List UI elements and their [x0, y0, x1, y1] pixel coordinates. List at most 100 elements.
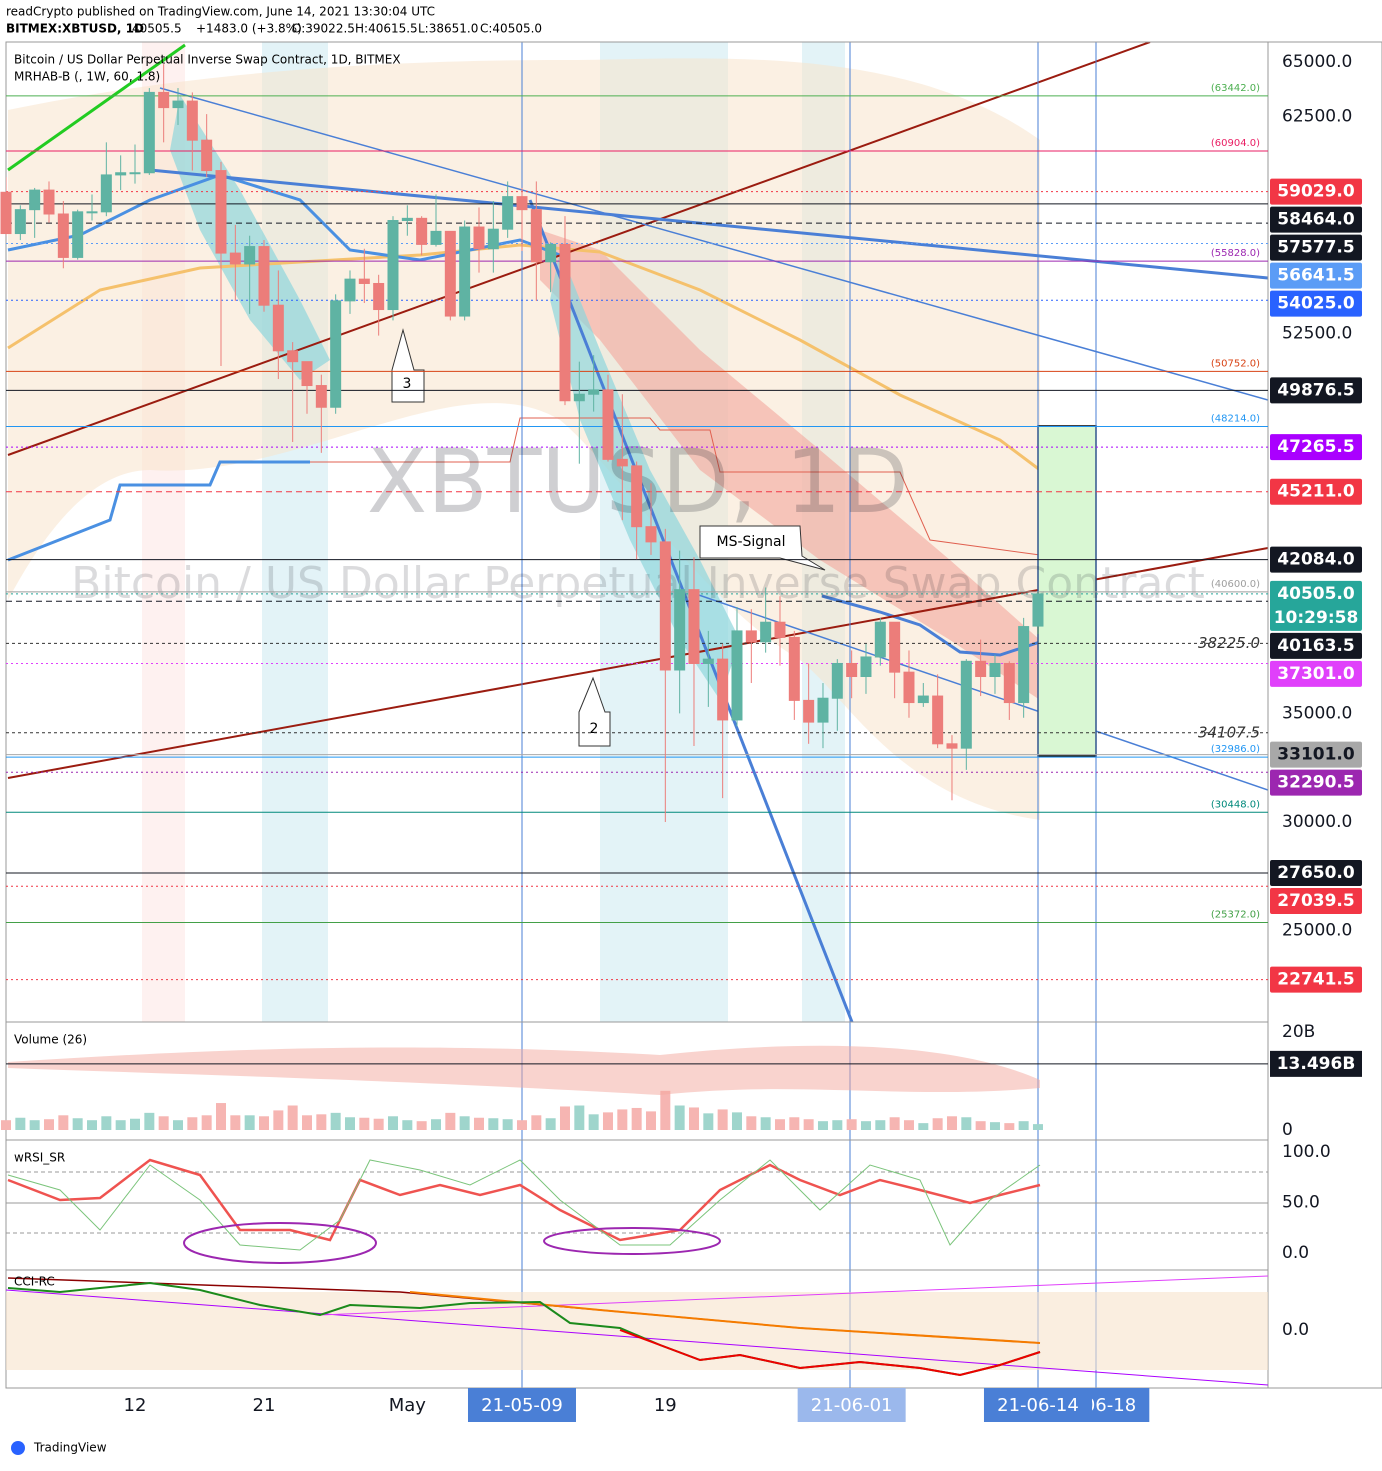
price-tag	[1270, 290, 1362, 317]
candle-body	[932, 695, 944, 745]
logo	[11, 1441, 25, 1455]
legend: MRHAB-B (, 1W, 60, 1.8)	[14, 70, 160, 84]
candle-body	[860, 656, 872, 678]
candle-body	[975, 660, 987, 678]
price-tag-label: 54025.0	[1277, 294, 1355, 314]
change: +1483.0 (+3.8%)	[196, 22, 302, 36]
candle-body	[100, 174, 112, 213]
candle-body	[358, 278, 370, 284]
price-tag-label: 37301.0	[1277, 664, 1355, 684]
candle-body	[674, 589, 686, 671]
rsi-lines	[6, 1158, 1268, 1264]
volume-bar	[574, 1105, 585, 1130]
volume-bar	[631, 1107, 642, 1130]
pane-title: wRSI_SR	[14, 1151, 65, 1165]
price-tag-label: 45211.0	[1277, 482, 1355, 502]
candle-body	[760, 621, 772, 643]
level-label: (48214.0)	[1211, 413, 1260, 424]
price-tag-label: 40163.5	[1277, 636, 1354, 656]
candle-body	[473, 226, 485, 250]
price-tag-label: 32290.5	[1277, 773, 1354, 793]
volume-bar	[803, 1119, 814, 1130]
candle-body	[717, 658, 729, 721]
volume-bar	[201, 1115, 212, 1130]
candle-body	[702, 658, 714, 664]
volume-bar	[287, 1105, 298, 1130]
volume-bar	[516, 1120, 527, 1130]
volume-bar	[1032, 1124, 1043, 1130]
volume-bar	[1018, 1121, 1029, 1130]
volume-bar	[244, 1115, 255, 1130]
candle-body	[588, 389, 600, 395]
volume-bar	[617, 1109, 628, 1130]
volume-bar	[860, 1121, 871, 1130]
candle-body	[287, 350, 299, 363]
candle-body	[831, 662, 843, 699]
last: 40505.5	[132, 22, 182, 36]
candle-body	[201, 139, 213, 172]
candle-body	[874, 621, 886, 658]
candle-body	[315, 385, 327, 408]
candle-body	[57, 213, 69, 258]
level-label: (50752.0)	[1211, 358, 1260, 369]
volume-bar	[559, 1106, 570, 1130]
x-tick-label: 21-06-14	[997, 1395, 1079, 1416]
volume-bar	[273, 1110, 284, 1130]
volume-bar	[29, 1120, 40, 1130]
ohlc: C:40505.0	[480, 22, 542, 36]
candle-body	[645, 526, 657, 543]
countdown: 10:29:58	[1274, 608, 1359, 628]
pane-title: Volume (26)	[14, 1033, 87, 1047]
volume-bar	[15, 1117, 26, 1130]
level-label: (25372.0)	[1211, 909, 1260, 920]
candle-body	[1003, 662, 1015, 704]
annotation: 2	[590, 721, 599, 737]
level-label: 34107.5	[1198, 723, 1260, 741]
y-tick-label: 35000.0	[1282, 703, 1352, 723]
volume-bar	[230, 1115, 241, 1130]
volume-bar	[688, 1107, 699, 1130]
candle-body	[444, 230, 456, 317]
price-tag	[1270, 234, 1362, 261]
volume-bar	[903, 1120, 914, 1130]
x-tick-label: 21-05-09	[481, 1395, 563, 1416]
level-label: (63442.0)	[1211, 83, 1260, 94]
volume-bar	[130, 1118, 140, 1130]
volume-bar	[531, 1115, 542, 1130]
annotation: 3	[403, 376, 412, 392]
volume-bar	[774, 1119, 785, 1130]
level-label: (32986.0)	[1211, 744, 1260, 755]
candle-body	[889, 621, 901, 673]
candle-body	[373, 282, 385, 311]
annotation: MS-Signal	[716, 534, 785, 550]
price-tag-label: 42084.0	[1277, 550, 1355, 570]
volume-bar	[660, 1090, 671, 1130]
candle-body	[258, 246, 270, 306]
candle-body	[502, 196, 514, 230]
volume-bar	[545, 1118, 556, 1130]
volume-bar	[330, 1112, 341, 1130]
candle-body	[631, 465, 643, 528]
volume-bar	[215, 1103, 226, 1130]
candle-body	[817, 697, 829, 723]
price-tag	[1270, 580, 1362, 631]
candle-body	[115, 172, 127, 176]
candle-body	[344, 278, 356, 302]
ohlc: H:40615.5	[355, 22, 418, 36]
volume-bar	[359, 1117, 370, 1130]
volume-bar	[703, 1113, 714, 1130]
candle-body	[301, 361, 313, 387]
candle-body	[244, 246, 256, 265]
symbol: BITMEX:XBTUSD, 1D	[6, 22, 144, 36]
candle-body	[430, 230, 442, 245]
x-tick-box	[983, 1388, 1092, 1422]
candle-body	[215, 170, 227, 254]
level-label: (60904.0)	[1211, 138, 1260, 149]
volume-bar	[459, 1116, 470, 1130]
price-tag	[1270, 262, 1362, 289]
candle-body	[172, 100, 184, 109]
price-tag-label: 57577.5	[1277, 238, 1354, 258]
candle-body	[946, 743, 958, 749]
price-tag	[1270, 206, 1362, 233]
